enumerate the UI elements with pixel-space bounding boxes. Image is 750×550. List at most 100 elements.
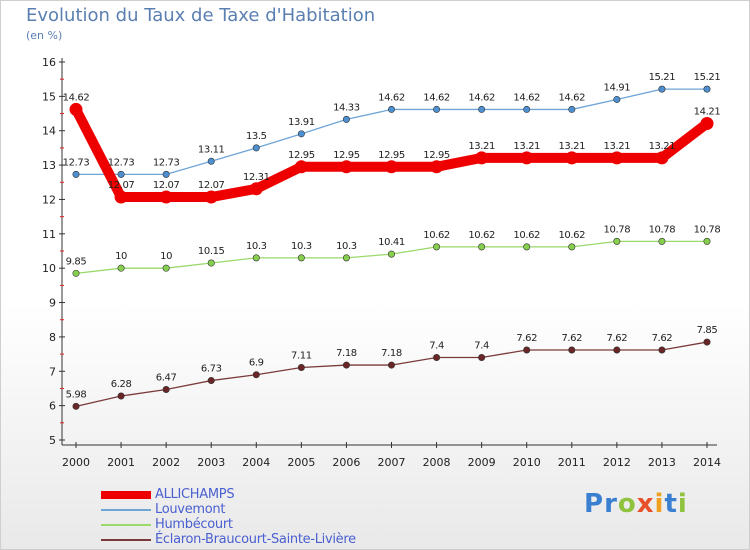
data-label: 10.15: [198, 246, 225, 257]
legend-label-allichamps: ALLICHAMPS: [155, 487, 235, 502]
data-label: 13.21: [649, 141, 676, 152]
data-label: 7.11: [291, 350, 312, 361]
data-point: [613, 237, 621, 245]
x-tick-label: 2007: [378, 456, 406, 469]
legend-label-louvemont: Louvemont: [155, 502, 226, 517]
data-point: [114, 190, 128, 204]
data-point: [297, 130, 305, 138]
legend-swatch-eclaron: [101, 539, 151, 541]
data-label: 10.62: [513, 230, 540, 241]
data-label: 12.95: [423, 150, 450, 161]
data-label: 7.18: [336, 348, 357, 359]
data-label: 5.98: [66, 389, 87, 400]
data-label: 12.07: [108, 180, 135, 191]
data-label: 14.62: [558, 92, 585, 103]
data-point: [162, 170, 170, 178]
data-point: [385, 160, 398, 174]
data-label: 12.07: [198, 180, 225, 191]
x-tick-label: 2002: [152, 456, 180, 469]
data-label: 14.91: [604, 82, 631, 93]
data-label: 7.4: [474, 341, 489, 352]
data-point: [69, 102, 83, 116]
x-tick-label: 2003: [197, 456, 225, 469]
data-point: [433, 105, 441, 113]
data-label: 12.73: [153, 157, 180, 168]
data-point: [523, 105, 531, 113]
x-tick-label: 2005: [287, 456, 315, 469]
data-label: 12.31: [243, 172, 270, 183]
logo-letter: r: [604, 489, 618, 519]
data-label: 10.3: [336, 241, 357, 252]
data-label: 10.62: [423, 230, 450, 241]
data-point: [252, 371, 260, 379]
data-point: [523, 346, 531, 354]
data-label: 13.21: [558, 141, 585, 152]
data-label: 7.18: [381, 348, 402, 359]
data-point: [475, 151, 489, 165]
data-label: 13.21: [468, 141, 495, 152]
data-point: [252, 144, 260, 152]
x-tick-label: 2010: [513, 456, 541, 469]
data-label: 13.11: [198, 144, 225, 155]
y-tick-label: 12: [42, 193, 56, 206]
data-point: [117, 392, 125, 400]
legend-swatch-allichamps: [101, 491, 151, 499]
data-point: [387, 250, 395, 258]
data-point: [72, 269, 80, 277]
x-tick-label: 2009: [468, 456, 496, 469]
data-point: [658, 237, 666, 245]
data-label: 12.73: [108, 157, 135, 168]
data-label: 7.62: [561, 333, 582, 344]
data-point: [703, 338, 711, 346]
y-tick-label: 11: [42, 228, 56, 241]
data-point: [342, 361, 350, 369]
data-point: [207, 157, 215, 165]
data-label: 9.85: [66, 256, 87, 267]
logo-letter: x: [636, 489, 655, 519]
x-tick-label: 2004: [242, 456, 270, 469]
data-label: 10.62: [558, 230, 585, 241]
data-label: 10.3: [291, 241, 312, 252]
data-label: 15.21: [694, 72, 721, 83]
data-label: 14.62: [63, 92, 90, 103]
data-point: [162, 385, 170, 393]
data-label: 12.95: [288, 150, 315, 161]
data-point: [72, 402, 80, 410]
data-point: [658, 85, 666, 93]
y-tick-label: 5: [49, 434, 56, 447]
logo-letter: o: [617, 489, 637, 519]
data-label: 14.62: [468, 92, 495, 103]
logo-letter: i: [677, 489, 688, 519]
data-point: [342, 115, 350, 123]
data-point: [117, 264, 125, 272]
data-label: 10.41: [378, 237, 405, 248]
data-point: [249, 182, 263, 196]
data-label: 12.95: [333, 150, 360, 161]
data-point: [613, 346, 621, 354]
legend-label-eclaron: Éclaron-Braucourt-Sainte-Livière: [155, 532, 356, 547]
legend-swatch-humbecourt: [101, 524, 151, 526]
data-point: [610, 151, 624, 165]
x-tick-label: 2012: [603, 456, 631, 469]
data-label: 12.07: [153, 180, 180, 191]
data-point: [430, 160, 444, 174]
data-point: [523, 243, 531, 251]
data-label: 12.95: [378, 150, 405, 161]
data-point: [478, 105, 486, 113]
data-point: [207, 377, 215, 385]
y-tick-label: 8: [49, 331, 56, 344]
data-label: 13.21: [513, 141, 540, 152]
data-label: 6.28: [111, 379, 132, 390]
data-label: 6.9: [249, 358, 264, 369]
x-tick-label: 2014: [693, 456, 721, 469]
data-label: 7.62: [516, 333, 537, 344]
logo-letter: i: [654, 489, 665, 519]
data-label: 13.5: [246, 131, 267, 142]
chart-title: Evolution du Taux de Taxe d'Habitation: [26, 5, 376, 26]
y-tick-label: 9: [49, 297, 56, 310]
data-label: 14.62: [423, 92, 450, 103]
data-point: [297, 363, 305, 371]
data-label: 15.21: [649, 72, 676, 83]
y-tick-label: 13: [42, 159, 56, 172]
